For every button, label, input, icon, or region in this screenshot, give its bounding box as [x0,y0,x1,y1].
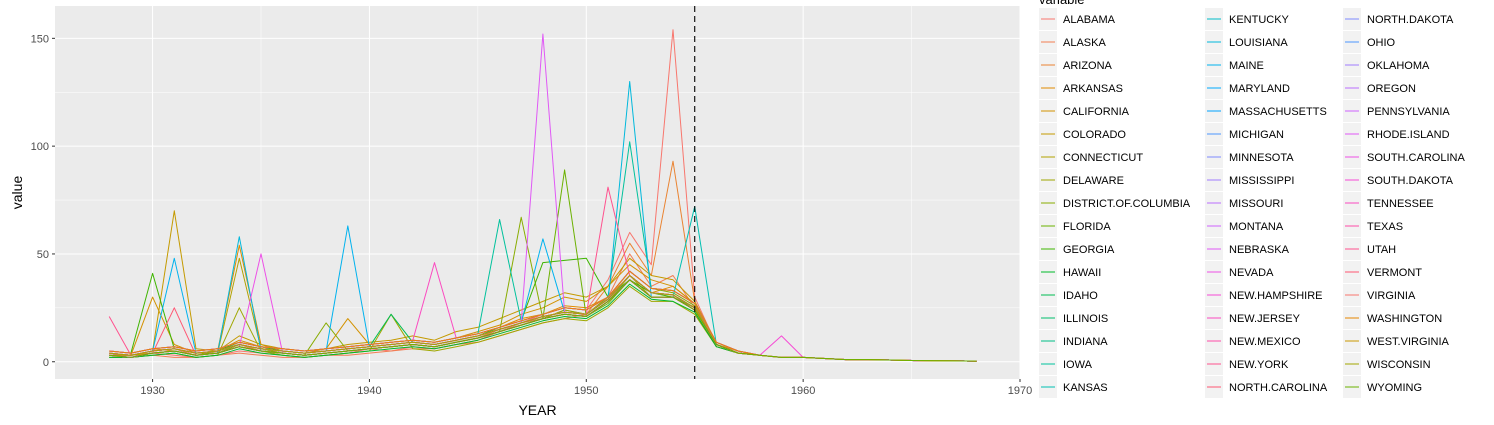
legend-label: FLORIDA [1063,221,1111,233]
legend-label: GEORGIA [1063,244,1115,256]
y-tick-label: 100 [31,141,49,153]
legend-label: SOUTH.DAKOTA [1367,175,1454,187]
legend-label: WEST.VIRGINIA [1367,336,1450,348]
legend-label: COLORADO [1063,129,1126,141]
x-tick-label: 1960 [791,385,815,397]
legend-label: VIRGINIA [1367,290,1416,302]
plot-panel [55,6,1020,379]
legend-label: NEW.YORK [1229,359,1289,371]
legend-label: VERMONT [1367,267,1422,279]
y-axis-title: value [9,176,25,210]
legend-label: KANSAS [1063,382,1108,394]
legend-label: INDIANA [1063,336,1108,348]
legend-label: WISCONSIN [1367,359,1431,371]
legend-label: ALABAMA [1063,14,1116,26]
axis-ticks: 1930 1940 1950 1960 1970 0 50 100 150 [31,33,1033,397]
legend-label: WASHINGTON [1367,313,1442,325]
y-tick-label: 0 [43,357,49,369]
legend-label: MONTANA [1229,221,1284,233]
legend-label: CONNECTICUT [1063,152,1143,164]
legend-label: NORTH.DAKOTA [1367,14,1454,26]
legend-label: NEW.JERSEY [1229,313,1301,325]
legend-label: MISSISSIPPI [1229,175,1294,187]
legend-label: ILLINOIS [1063,313,1108,325]
legend-label: TENNESSEE [1367,198,1434,210]
legend-label: LOUISIANA [1229,37,1288,49]
legend-label: MARYLAND [1229,83,1290,95]
legend-title: variable [1039,0,1085,7]
y-tick-label: 150 [31,33,49,45]
legend-label: OHIO [1367,37,1396,49]
x-axis-title: YEAR [518,402,556,418]
legend-label: WYOMING [1367,382,1422,394]
x-tick-label: 1970 [1008,385,1032,397]
legend-label: KENTUCKY [1229,14,1290,26]
legend-label: OREGON [1367,83,1416,95]
series-line-wyoming [109,279,977,362]
legend-label: HAWAII [1063,267,1101,279]
legend-label: IDAHO [1063,290,1098,302]
legend-label: NORTH.CAROLINA [1229,382,1328,394]
y-tick-label: 50 [37,249,49,261]
legend-label: RHODE.ISLAND [1367,129,1450,141]
series-lines [108,29,977,362]
x-tick-label: 1940 [357,385,381,397]
x-tick-label: 1950 [574,385,598,397]
legend-label: NEW.MEXICO [1229,336,1301,348]
legend-label: UTAH [1367,244,1396,256]
legend-label: TEXAS [1367,221,1403,233]
legend-label: PENNSYLVANIA [1367,106,1450,118]
legend-label: DISTRICT.OF.COLUMBIA [1063,198,1191,210]
legend-label: MICHIGAN [1229,129,1284,141]
legend-label: DELAWARE [1063,175,1124,187]
legend-label: ARKANSAS [1063,83,1123,95]
legend-label: NEVADA [1229,267,1274,279]
legend-label: NEBRASKA [1229,244,1290,256]
x-tick-label: 1930 [140,385,164,397]
legend-label: ALASKA [1063,37,1106,49]
legend-label: IOWA [1063,359,1093,371]
legend-label: MISSOURI [1229,198,1283,210]
legend-label: MINNESOTA [1229,152,1294,164]
legend-label: OKLAHOMA [1367,60,1430,72]
legend-label: CALIFORNIA [1063,106,1130,118]
legend-label: ARIZONA [1063,60,1113,72]
legend-label: MAINE [1229,60,1264,72]
legend-label: MASSACHUSETTS [1229,106,1327,118]
legend: variable ALABAMA ALASKA ARIZONA ARKANSAS CAL… [1039,0,1465,398]
legend-label: NEW.HAMPSHIRE [1229,290,1323,302]
legend-label: SOUTH.CAROLINA [1367,152,1465,164]
